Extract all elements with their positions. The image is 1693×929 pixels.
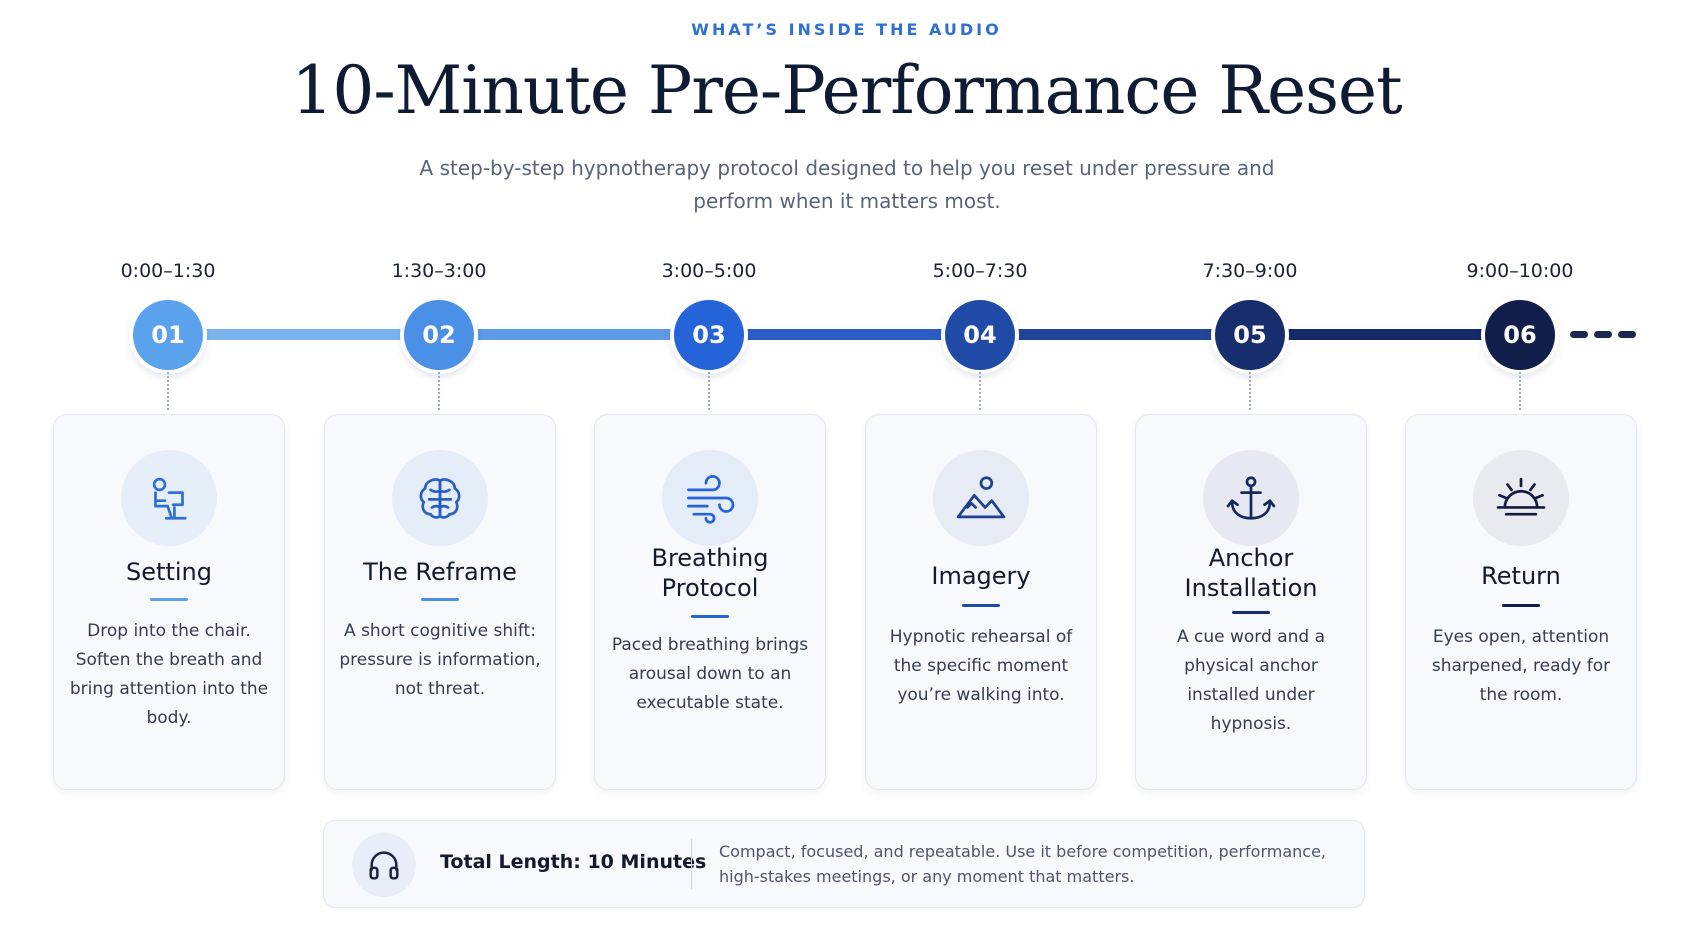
page-title: 10-Minute Pre-Performance Reset (291, 52, 1402, 129)
title-underline (962, 604, 1000, 607)
title-underline (1232, 611, 1270, 614)
timeline-connector (745, 329, 944, 340)
step-time-range: 5:00–7:30 (932, 260, 1028, 282)
total-length-label: Total Length: 10 Minutes (440, 851, 707, 873)
step-card: Setting Drop into the chair. Soften the b… (53, 414, 285, 790)
timeline-connector (475, 329, 673, 340)
timeline-continuation-dash (1594, 331, 1612, 338)
step-number-badge: 06 (1485, 300, 1555, 370)
step-card: Return Eyes open, attention sharpened, re… (1405, 414, 1637, 790)
mountain-sun-icon (933, 450, 1029, 546)
step-title: Imagery (931, 562, 1031, 590)
title-underline (421, 598, 459, 601)
summary-description: Compact, focused, and repeatable. Use it… (719, 842, 1326, 886)
page-subtitle: A step-by-step hypnotherapy protocol des… (419, 156, 1275, 213)
step-connector-line (979, 372, 981, 410)
step-title: Anchor Installation (1184, 544, 1318, 602)
step-card: Anchor Installation A cue word and a phys… (1135, 414, 1367, 790)
step-connector-line (1519, 372, 1521, 410)
timeline-continuation-dash (1570, 331, 1588, 338)
step-description: Paced breathing brings arousal down to a… (611, 635, 809, 713)
step-connector-line (1249, 372, 1251, 410)
step-number-badge: 05 (1215, 300, 1285, 370)
step-time-range: 0:00–1:30 (120, 260, 216, 282)
step-number-badge: 01 (133, 300, 203, 370)
step-title: Setting (126, 558, 212, 586)
eyebrow-label: WHAT’S INSIDE THE AUDIO (691, 20, 1002, 39)
step-connector-line (167, 372, 169, 410)
anchor-icon (1203, 450, 1299, 546)
step-card: Breathing Protocol Paced breathing brings… (594, 414, 826, 790)
seated-person-icon (121, 450, 217, 546)
step-description: Drop into the chair. Soften the breath a… (69, 621, 269, 728)
step-description: A short cognitive shift: pressure is inf… (339, 621, 541, 699)
step-time-range: 9:00–10:00 (1466, 260, 1574, 282)
title-underline (691, 615, 729, 618)
headphones-icon (352, 833, 416, 897)
timeline-connector (204, 329, 403, 340)
wind-icon (662, 450, 758, 546)
step-title: Breathing Protocol (651, 544, 769, 602)
step-connector-line (438, 372, 440, 410)
title-underline (1502, 604, 1540, 607)
step-card: Imagery Hypnotic rehearsal of the specifi… (865, 414, 1097, 790)
title-underline (150, 598, 188, 601)
step-card: The Reframe A short cognitive shift: pres… (324, 414, 556, 790)
step-number-badge: 04 (945, 300, 1015, 370)
step-description: Hypnotic rehearsal of the specific momen… (889, 627, 1073, 705)
timeline-connector (1286, 329, 1484, 340)
brain-icon (392, 450, 488, 546)
step-number-badge: 02 (404, 300, 474, 370)
sunrise-icon (1473, 450, 1569, 546)
timeline-continuation-dash (1618, 331, 1636, 338)
step-title: The Reframe (363, 558, 517, 586)
step-description: Eyes open, attention sharpened, ready fo… (1431, 627, 1611, 705)
step-connector-line (708, 372, 710, 410)
step-title: Return (1481, 562, 1561, 590)
divider (691, 839, 692, 889)
step-time-range: 7:30–9:00 (1202, 260, 1298, 282)
summary-bar: Total Length: 10 Minutes Compact, focuse… (323, 820, 1365, 908)
timeline-connector (1016, 329, 1214, 340)
step-time-range: 1:30–3:00 (391, 260, 487, 282)
step-description: A cue word and a physical anchor install… (1176, 627, 1325, 734)
step-number-badge: 03 (674, 300, 744, 370)
step-time-range: 3:00–5:00 (661, 260, 757, 282)
